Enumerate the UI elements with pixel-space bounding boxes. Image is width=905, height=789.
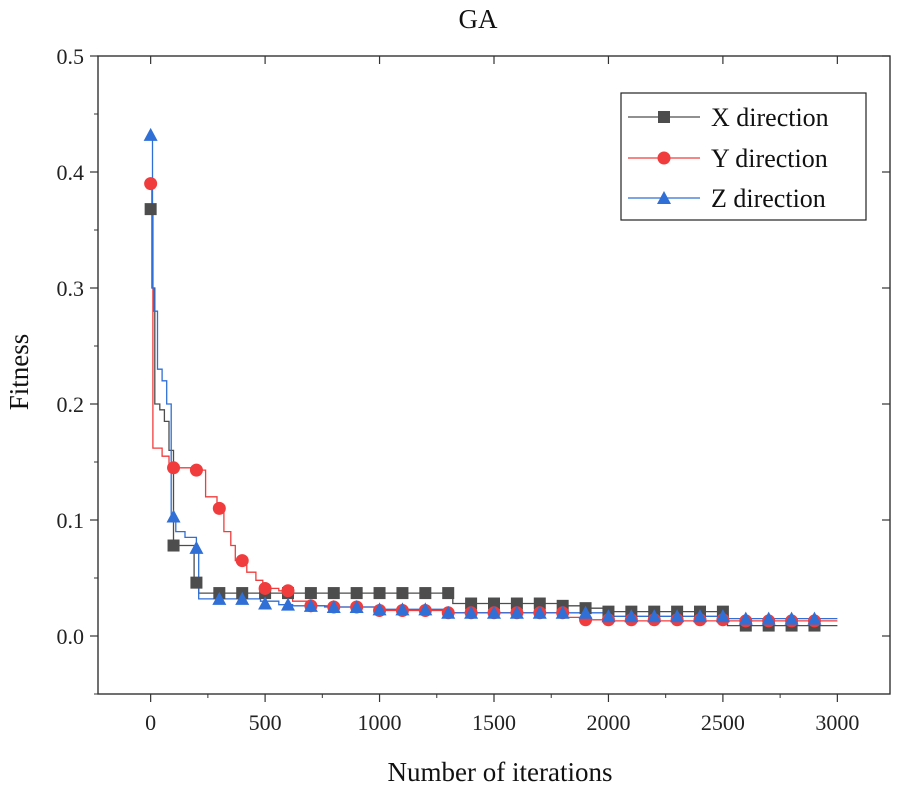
legend-item-y: Y direction	[628, 144, 828, 173]
data-point-z	[418, 602, 433, 616]
data-point-x	[327, 587, 340, 600]
data-point-y	[235, 554, 249, 568]
data-point-z	[647, 609, 662, 623]
x-tick-label: 1000	[358, 710, 402, 735]
data-point-z	[212, 591, 227, 605]
data-point-z	[235, 591, 250, 605]
legend-item-x: X direction	[628, 103, 829, 132]
data-point-z	[532, 605, 547, 619]
legend-marker-x	[658, 111, 670, 123]
legend-label-x: X direction	[711, 103, 829, 132]
data-point-y	[167, 461, 181, 475]
data-point-z	[143, 127, 158, 141]
x-axis: 0 500 1000 1500 2000 2500 3000	[145, 56, 859, 735]
x-tick-label: 0	[145, 710, 156, 735]
y-axis-title: Fitness	[4, 334, 34, 411]
data-point-z	[738, 611, 753, 625]
x-tick-label: 3000	[815, 710, 859, 735]
data-point-z	[487, 605, 501, 619]
data-point-z	[578, 605, 593, 619]
data-point-z	[761, 611, 776, 625]
legend-label-z: Z direction	[711, 184, 826, 213]
data-point-x	[304, 587, 317, 600]
data-point-x	[373, 587, 386, 600]
y-tick-label: 0.1	[57, 508, 85, 533]
data-point-x	[510, 597, 523, 610]
data-point-y	[212, 501, 226, 515]
series-markers	[143, 127, 822, 632]
series-line-x	[150, 208, 838, 627]
data-point-y	[189, 463, 203, 477]
y-tick-label: 0.2	[57, 392, 85, 417]
data-point-z	[349, 600, 364, 613]
data-point-z	[807, 611, 822, 625]
data-point-x	[442, 587, 455, 600]
data-point-z	[372, 602, 387, 616]
data-point-x	[488, 597, 500, 610]
data-point-z	[166, 509, 181, 523]
x-tick-label: 500	[249, 710, 282, 735]
data-point-z	[670, 609, 685, 623]
data-point-z	[715, 609, 730, 623]
data-point-z	[509, 605, 524, 619]
x-tick-label: 2000	[586, 710, 630, 735]
y-tick-label: 0.0	[57, 624, 85, 649]
data-point-x	[533, 597, 546, 610]
x-tick-label: 2500	[701, 710, 745, 735]
legend: X direction Y direction Z direction	[620, 92, 867, 221]
data-point-z	[624, 609, 639, 623]
legend-marker-z	[657, 191, 671, 204]
y-tick-label: 0.4	[57, 160, 85, 185]
data-point-z	[784, 611, 799, 625]
y-tick-label: 0.3	[57, 276, 85, 301]
data-point-x	[144, 203, 157, 216]
data-point-x	[350, 587, 363, 600]
data-point-z	[326, 600, 341, 613]
data-point-x	[419, 587, 432, 600]
data-point-y	[144, 177, 158, 191]
legend-item-z: Z direction	[628, 184, 826, 213]
data-point-z	[464, 605, 479, 619]
data-point-x	[396, 587, 409, 600]
data-point-z	[395, 602, 410, 616]
data-point-z	[189, 540, 204, 554]
series-line-y	[150, 182, 838, 622]
data-point-z	[601, 609, 616, 623]
data-point-z	[441, 605, 456, 619]
x-axis-title: Number of iterations	[388, 757, 613, 787]
data-point-z	[303, 598, 318, 612]
data-point-z	[280, 597, 295, 611]
data-point-y	[258, 581, 272, 595]
legend-marker-y	[657, 151, 671, 165]
data-point-z	[258, 596, 273, 610]
data-point-z	[693, 609, 708, 623]
chart-title: GA	[459, 4, 498, 34]
data-point-x	[190, 576, 203, 589]
y-axis: 0.0 0.1 0.2 0.3 0.4 0.5	[57, 44, 890, 695]
x-tick-label: 1500	[472, 710, 516, 735]
data-point-y	[281, 584, 295, 598]
y-tick-label: 0.5	[57, 44, 85, 69]
data-point-x	[167, 539, 180, 552]
legend-label-y: Y direction	[711, 144, 828, 173]
data-point-z	[555, 605, 570, 619]
data-point-x	[465, 597, 478, 610]
